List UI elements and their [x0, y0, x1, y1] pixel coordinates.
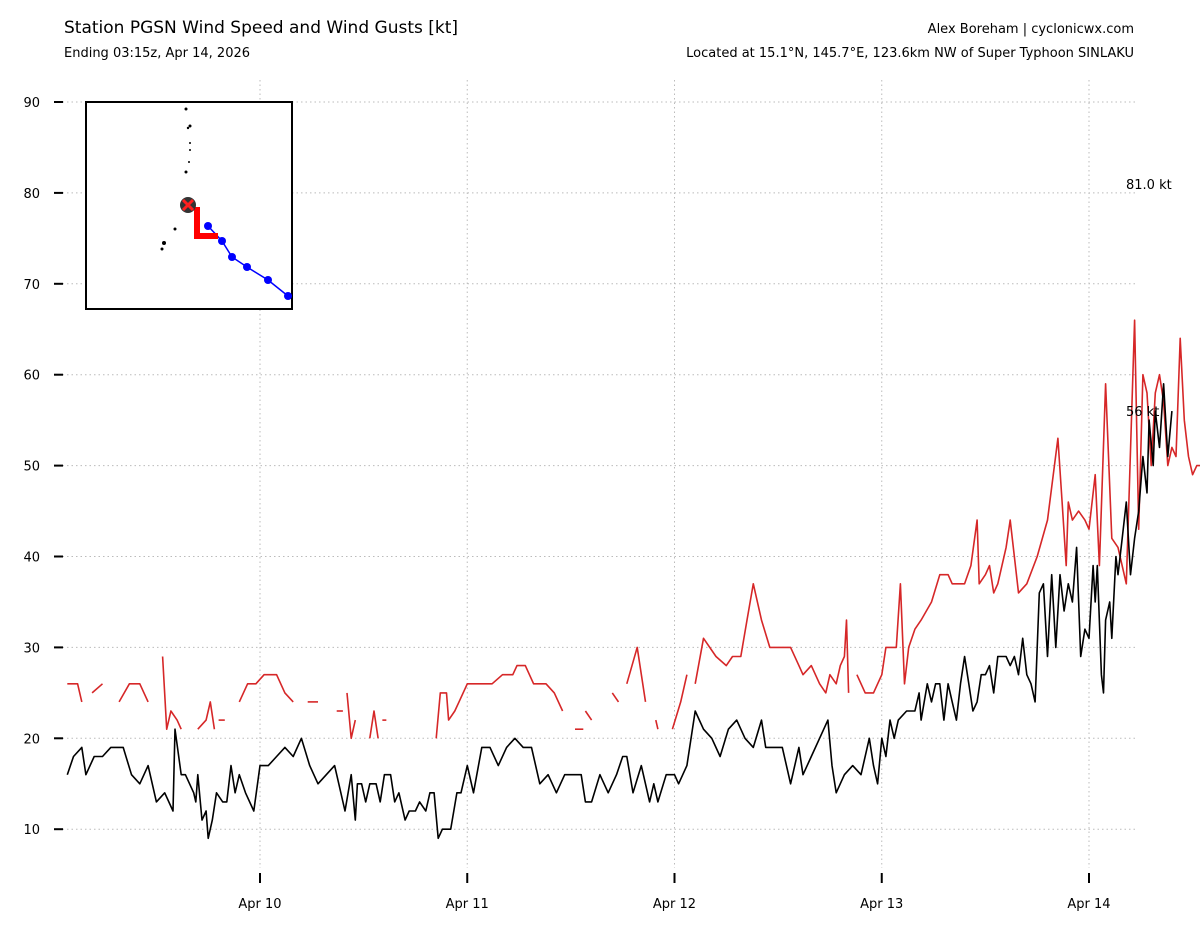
wind-gusts-segment: [584, 710, 593, 721]
x-tick-label: Apr 12: [653, 897, 696, 912]
chart-subtitle: Ending 03:15z, Apr 14, 2026: [64, 46, 251, 61]
x-tick-label: Apr 11: [446, 897, 489, 912]
wind-gusts-segment: [118, 682, 149, 703]
y-tick-label: 50: [23, 460, 40, 475]
x-marker-icon: [180, 197, 196, 213]
y-tick-label: 20: [23, 732, 40, 747]
y-tick-label: 30: [23, 641, 40, 656]
x-tick-label: Apr 14: [1067, 897, 1110, 912]
chart-location: Located at 15.1°N, 145.7°E, 123.6km NW o…: [686, 46, 1134, 61]
wind-gusts-segment: [67, 682, 83, 703]
wind-gusts-segment: [91, 683, 104, 694]
track-points: [204, 222, 292, 300]
wind-gusts-end-label: 81.0 kt: [1126, 178, 1172, 193]
wind-gusts-segment: [197, 701, 216, 730]
chart-title: Station PGSN Wind Speed and Wind Gusts […: [64, 18, 459, 38]
y-tick-label: 40: [23, 551, 40, 566]
y-tick-label: 90: [23, 96, 40, 111]
wind-speed-segment: [66, 382, 1173, 840]
end-labels: 81.0 kt 56 kt: [1126, 178, 1172, 420]
data-series: [66, 319, 1200, 840]
wind-gusts-segment: [655, 719, 659, 730]
chart-credit: Alex Boreham | cyclonicwx.com: [927, 22, 1134, 37]
wind-gusts-segment: [856, 319, 1200, 694]
x-tick-label: Apr 13: [860, 897, 903, 912]
wind-gusts-segment: [611, 692, 620, 703]
wind-gusts-segment: [161, 656, 182, 731]
wind-gusts-segment: [435, 664, 564, 739]
wind-speed-end-label: 56 kt: [1126, 405, 1159, 420]
x-tick-label: Apr 10: [238, 897, 281, 912]
island-dots: [160, 107, 192, 251]
typhoon-l-marker: [194, 207, 218, 239]
y-tick-label: 10: [23, 823, 40, 838]
wind-gusts-segment: [369, 710, 379, 739]
axes: 10 20 30 40 50 60 70 80 90 Apr 10 Apr 11 Apr 12 Apr …: [23, 96, 1110, 912]
wind-gusts-segment: [238, 673, 294, 703]
inset-map: [85, 101, 293, 310]
y-tick-label: 80: [23, 187, 40, 202]
wind-gusts-segment: [694, 582, 850, 694]
wind-gusts-segment: [346, 692, 357, 740]
y-tick-label: 60: [23, 369, 40, 384]
y-tick-label: 70: [23, 278, 40, 293]
wind-gusts-segment: [671, 674, 688, 730]
wind-gusts-segment: [626, 646, 647, 703]
